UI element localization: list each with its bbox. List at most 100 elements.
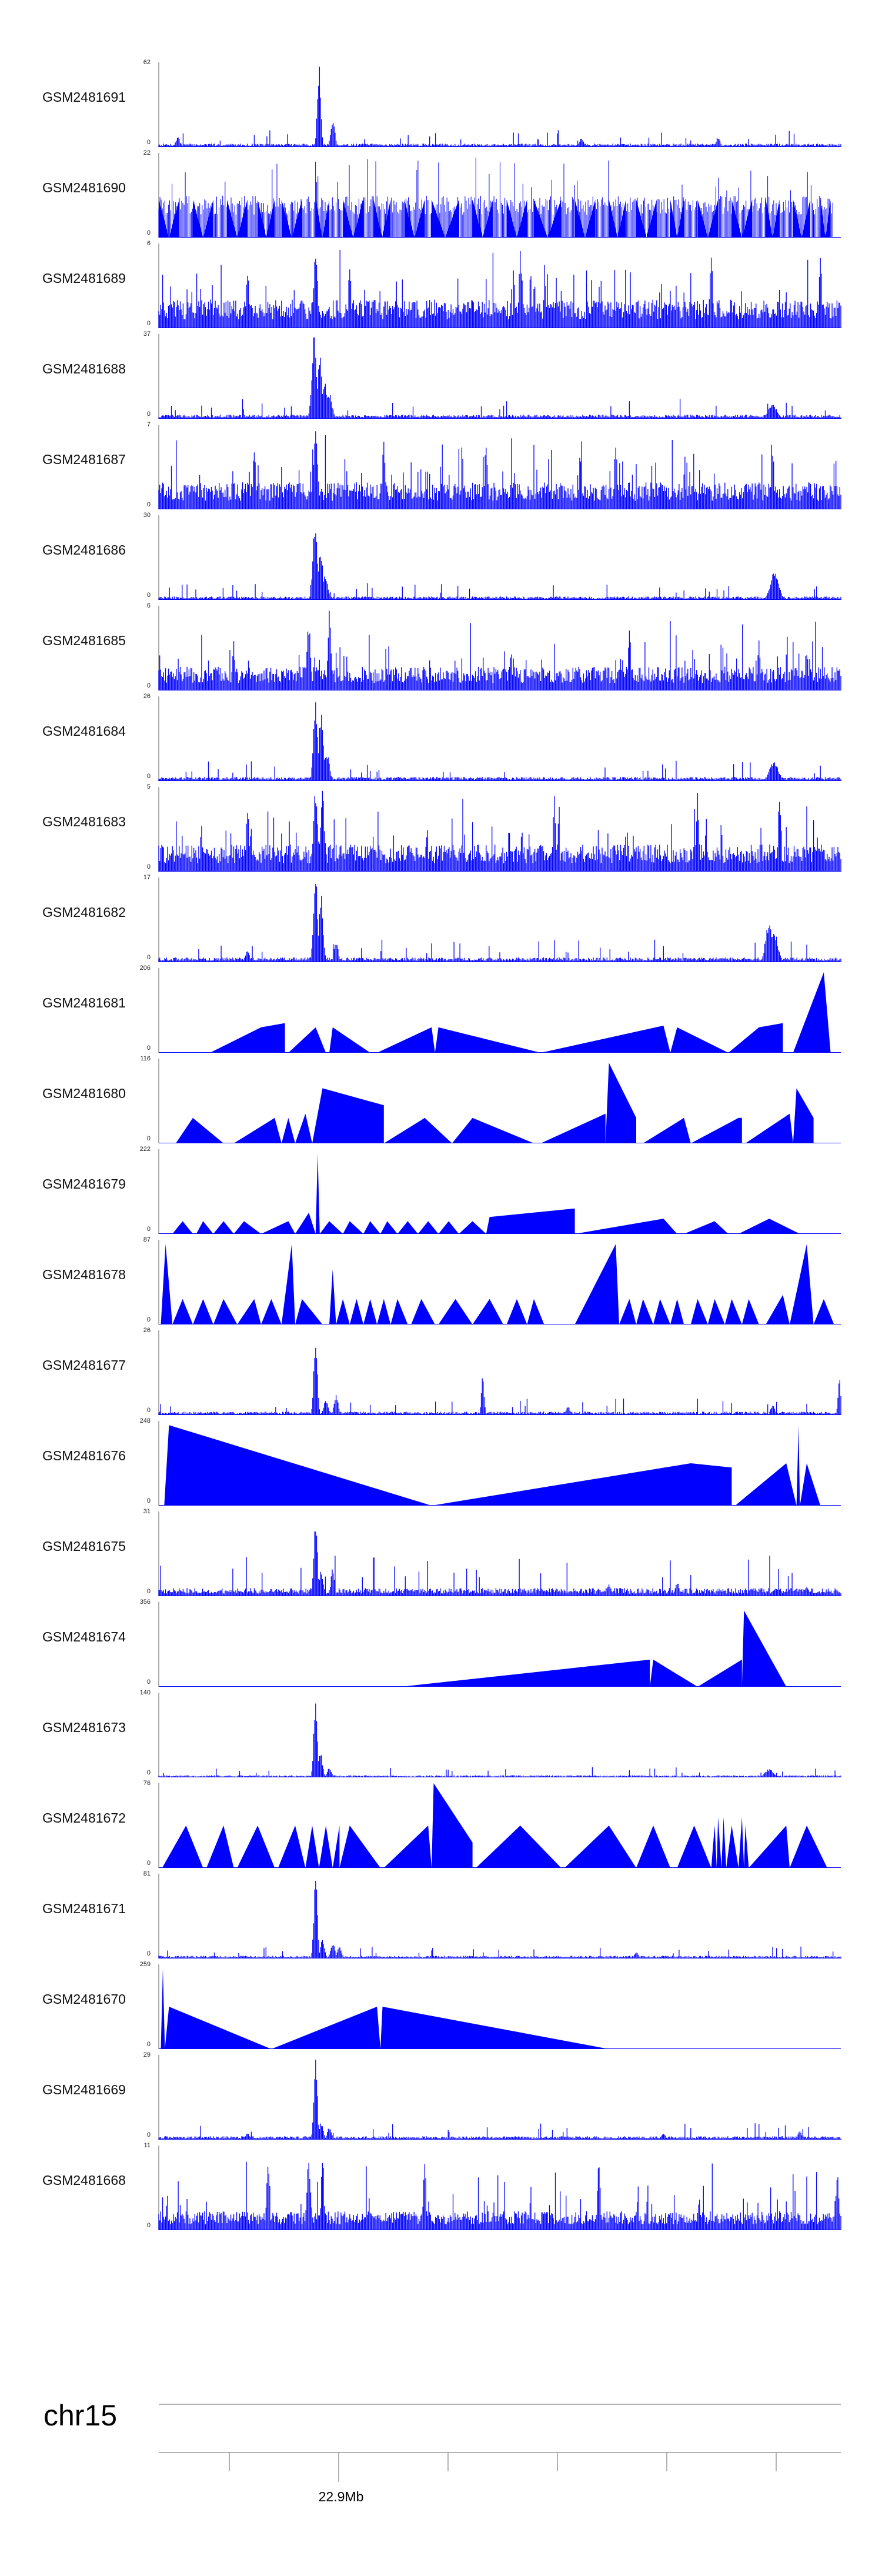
signal-triangle — [432, 1783, 473, 1868]
track-plot — [158, 877, 841, 962]
signal-triangle — [261, 1221, 295, 1234]
signal-triangle — [670, 1027, 729, 1053]
signal-triangle — [193, 1299, 213, 1324]
y-max-label: 259 — [139, 1961, 151, 1968]
signal-triangle — [813, 1299, 834, 1324]
y-min-label: 0 — [146, 229, 151, 236]
y-max-label: 17 — [143, 874, 151, 881]
track-plot — [158, 787, 841, 872]
y-min-label: 0 — [146, 2041, 151, 2048]
signal-bars — [158, 1347, 841, 1415]
signal-triangle — [319, 1826, 333, 1868]
track-label: GSM2481683 — [42, 814, 126, 829]
signal-triangle — [295, 1213, 316, 1234]
signal-triangle — [332, 1826, 340, 1868]
signal-triangle — [739, 1817, 744, 1868]
track-plot — [158, 1240, 841, 1324]
track-label: GSM2481685 — [42, 633, 126, 648]
track-GSM2481687: GSM2481687 7 0 — [0, 421, 882, 512]
y-min-label: 0 — [146, 139, 151, 146]
chromosome-label: chr15 — [44, 2399, 118, 2432]
signal-triangle — [233, 1117, 282, 1143]
signal-triangle — [540, 1113, 606, 1143]
track-GSM2481683: GSM2481683 5 0 — [0, 783, 882, 874]
signal-triangle — [172, 1221, 193, 1234]
track-GSM2481680: GSM2481680 116 0 — [0, 1055, 882, 1146]
signal-bars — [158, 431, 841, 509]
y-min-label: 0 — [146, 1950, 151, 1957]
signal-triangle — [800, 1463, 821, 1506]
y-max-label: 31 — [143, 1508, 151, 1515]
signal-triangle — [452, 1117, 534, 1143]
y-max-label: 5 — [146, 783, 151, 790]
track-plot — [158, 696, 841, 781]
signal-triangle — [619, 1299, 636, 1324]
track-GSM2481668: GSM2481668 11 0 — [0, 2142, 882, 2233]
signal-triangle — [438, 1221, 459, 1234]
track-plot — [158, 2145, 841, 2230]
track-label: GSM2481691 — [42, 89, 126, 105]
y-max-label: 37 — [143, 331, 151, 338]
signal-triangle — [281, 1244, 295, 1324]
signal-tooth — [432, 199, 459, 238]
y-max-label: 7 — [146, 421, 151, 428]
signal-triangle — [400, 1659, 650, 1687]
signal-triangle — [233, 1221, 261, 1234]
track-GSM2481684: GSM2481684 26 0 — [0, 693, 882, 783]
signal-triangle — [527, 1299, 544, 1324]
x-tick-label: 22.9Mb — [318, 2489, 364, 2504]
signal-triangle — [305, 1826, 319, 1868]
signal-triangle — [281, 1117, 295, 1143]
signal-bars — [158, 2161, 841, 2230]
track-label: GSM2481686 — [42, 542, 126, 558]
y-max-label: 356 — [139, 1599, 151, 1606]
signal-triangle — [336, 1299, 350, 1324]
signal-bars — [158, 884, 841, 962]
track-label: GSM2481670 — [42, 1991, 126, 2007]
y-min-label: 0 — [146, 2131, 151, 2138]
signal-triangle — [728, 1023, 783, 1053]
signal-bars — [158, 157, 833, 238]
y-max-label: 11 — [143, 2142, 151, 2149]
signal-triangle — [724, 1299, 742, 1324]
signal-triangle — [745, 1113, 793, 1143]
y-min-label: 0 — [146, 1769, 151, 1776]
y-max-label: 6 — [146, 602, 151, 609]
signal-tooth — [636, 199, 657, 238]
signal-bars — [158, 702, 841, 781]
track-GSM2481689: GSM2481689 6 0 — [0, 240, 882, 331]
y-min-label: 0 — [146, 773, 151, 780]
signal-triangle — [697, 1659, 742, 1687]
track-label: GSM2481690 — [42, 180, 126, 195]
y-min-label: 0 — [146, 1407, 151, 1414]
track-label: GSM2481671 — [42, 1901, 126, 1916]
signal-triangle — [312, 1088, 384, 1143]
signal-triangle — [162, 1826, 203, 1868]
signal-tooth — [159, 199, 179, 238]
signal-triangle — [271, 2007, 380, 2049]
track-plot — [158, 62, 841, 147]
signal-bars — [158, 1880, 841, 1958]
signal-tooth — [258, 199, 275, 238]
y-min-label: 0 — [146, 1497, 151, 1504]
signal-bars — [158, 249, 841, 328]
y-max-label: 6 — [146, 240, 151, 247]
y-min-label: 0 — [146, 1226, 151, 1233]
signal-triangle — [790, 1244, 814, 1324]
signal-triangle — [653, 1299, 670, 1324]
track-plot — [158, 1693, 841, 1777]
track-GSM2481686: GSM2481686 30 0 — [0, 512, 882, 602]
signal-triangle — [165, 2007, 272, 2049]
y-max-label: 206 — [139, 965, 151, 972]
signal-triangle — [739, 1219, 800, 1234]
track-GSM2481677: GSM2481677 26 0 — [0, 1327, 882, 1417]
y-max-label: 76 — [143, 1780, 151, 1787]
signal-triangle — [295, 1113, 312, 1143]
signal-bars — [158, 2060, 841, 2140]
y-min-label: 0 — [146, 1588, 151, 1595]
track-plot — [158, 153, 841, 238]
signal-triangle — [363, 1221, 380, 1234]
track-GSM2481685: GSM2481685 6 0 — [0, 602, 882, 693]
y-min-label: 0 — [146, 863, 151, 870]
